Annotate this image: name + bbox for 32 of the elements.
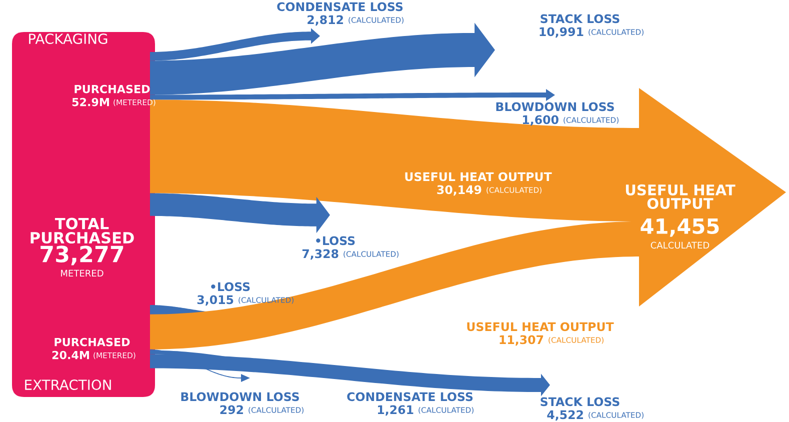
text: TOTAL PURCHASED: [30, 218, 134, 244]
text: 73,277: [40, 246, 124, 266]
category-label: BLOWDOWN LOSS: [181, 392, 299, 402]
text: CALCULATED: [650, 242, 710, 249]
category-label: STACK LOSS: [540, 397, 620, 406]
text: PURCHASED: [74, 84, 150, 94]
category-label: •LOSS: [211, 282, 250, 292]
data-label: 30,149: [437, 185, 482, 196]
category-label: CONDENSATE LOSS: [277, 2, 403, 12]
data-label: 11,307: [500, 335, 544, 346]
category-label: BLOWDOWN LOSS: [496, 102, 614, 112]
data-label: 10,991: [540, 27, 584, 38]
category-label: USEFUL HEAT OUTPUT: [467, 322, 614, 332]
data-label: 1,600: [522, 115, 558, 126]
data-label: 2,812: [308, 15, 343, 26]
data-label: 4,522: [547, 410, 583, 421]
text: USEFUL HEAT OUTPUT: [626, 184, 736, 210]
data-label: 7,328: [302, 249, 338, 260]
category-label: USEFUL HEAT OUTPUT: [405, 172, 552, 182]
text: PURCHASED: [54, 338, 130, 346]
data-label: 1,261: [378, 405, 414, 416]
text: METERED: [61, 270, 104, 276]
data-label: 3,015: [197, 295, 234, 306]
text: 52.9M: [72, 98, 109, 106]
category-label: •LOSS: [316, 236, 355, 246]
text: EXTRACTION: [25, 380, 111, 390]
text: 20.4M: [52, 350, 89, 360]
category-label: CONDENSATE LOSS: [347, 392, 473, 402]
data-label: 292: [220, 405, 243, 414]
text: 41,455: [640, 218, 719, 237]
text: PACKAGING: [29, 34, 108, 44]
category-label: STACK LOSS: [540, 14, 620, 24]
